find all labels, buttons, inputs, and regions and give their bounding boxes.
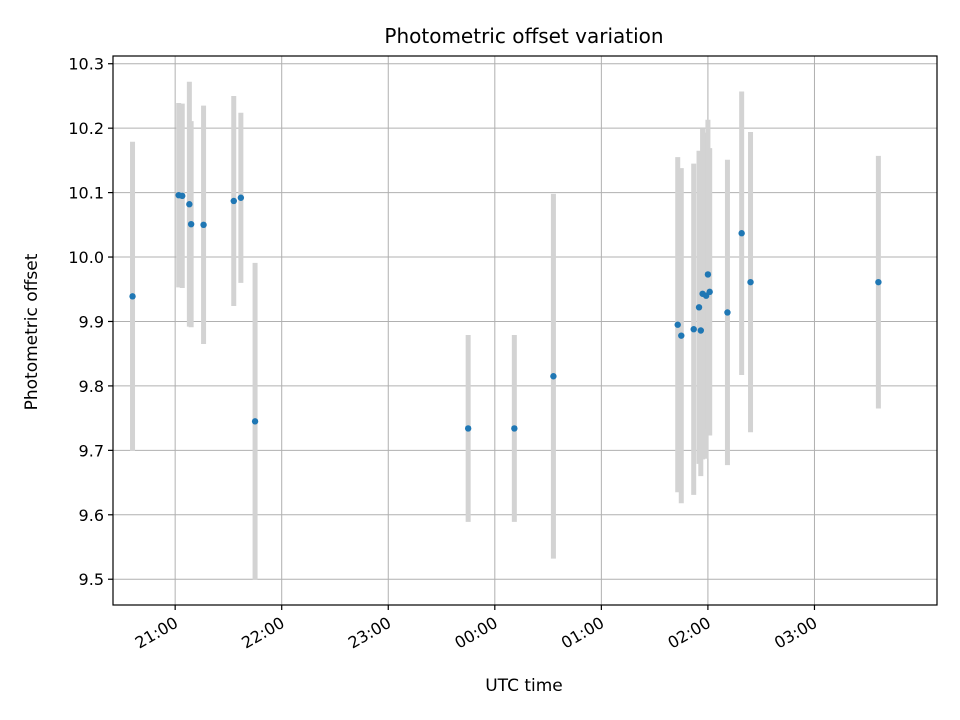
data-point: [186, 201, 193, 208]
y-tick-label: 9.6: [79, 506, 104, 525]
data-point: [697, 327, 705, 334]
data-point: [706, 288, 713, 296]
data-point: [875, 278, 882, 286]
y-tick-label: 10.3: [68, 55, 104, 74]
data-point: [724, 309, 731, 316]
x-axis-label: UTC time: [485, 676, 563, 696]
data-point: [200, 221, 207, 229]
data-point: [690, 326, 697, 333]
y-tick-label: 9.7: [79, 441, 104, 460]
y-tick-label: 9.5: [79, 570, 104, 589]
y-tick-label: 9.9: [79, 312, 104, 331]
data-point: [738, 230, 745, 237]
data-point: [674, 321, 681, 328]
y-tick-label: 10.0: [68, 248, 104, 267]
data-point: [179, 192, 186, 200]
data-points: [129, 191, 882, 432]
data-point: [187, 220, 195, 228]
plot-area-frame: [112, 55, 938, 606]
data-point: [678, 332, 685, 339]
y-tick-label: 9.8: [79, 377, 104, 396]
data-point: [747, 278, 754, 286]
data-point: [237, 194, 245, 201]
data-point: [704, 271, 712, 278]
data-point: [230, 197, 237, 205]
y-axis-label: Photometric offset: [22, 253, 42, 410]
data-point: [695, 304, 703, 311]
y-tick-label: 10.2: [68, 119, 104, 138]
data-point: [129, 293, 136, 300]
data-point: [511, 425, 518, 432]
data-point: [550, 373, 557, 380]
chart-title: Photometric offset variation: [384, 24, 663, 48]
y-tick-label: 10.1: [68, 184, 104, 203]
data-point: [251, 418, 259, 425]
data-point: [464, 425, 472, 432]
